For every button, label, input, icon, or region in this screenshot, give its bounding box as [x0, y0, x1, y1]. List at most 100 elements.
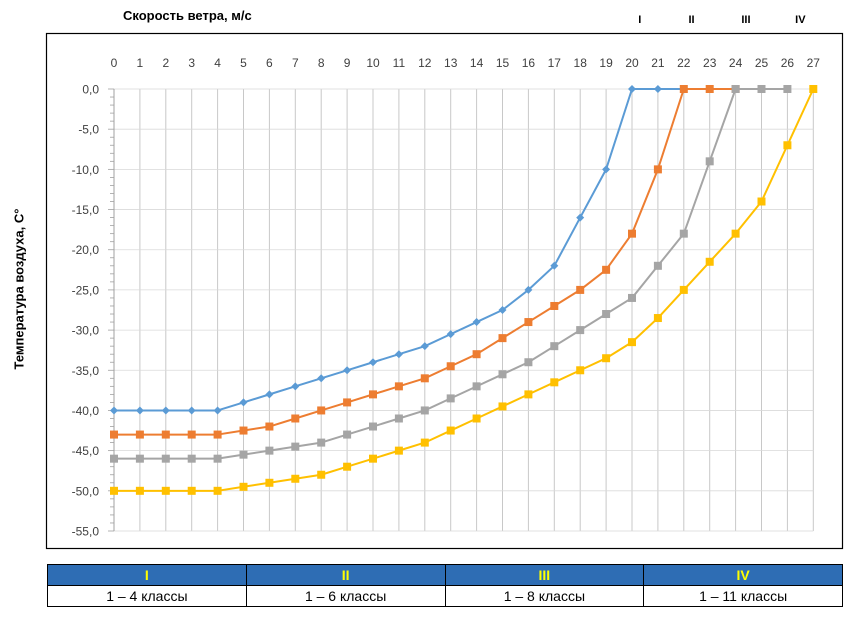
x-tick-label: 1: [137, 56, 144, 70]
series-4-point: [420, 438, 429, 447]
series-1-point: [628, 85, 636, 93]
x-tick-label: 18: [574, 56, 588, 70]
legend-value-i: 1 – 4 классы: [47, 585, 247, 607]
series-2-point: [317, 406, 326, 415]
series-1-point: [317, 374, 326, 383]
x-tick-label: 22: [677, 56, 691, 70]
series-1-point: [187, 406, 196, 415]
x-tick-label: 2: [162, 56, 169, 70]
y-tick-label: -55,0: [72, 525, 100, 539]
series-1-point: [239, 398, 248, 407]
series-3-point: [239, 450, 248, 459]
series-2-point: [291, 414, 300, 423]
y-tick-label: -20,0: [72, 243, 100, 257]
series-1-point: [602, 165, 611, 174]
series-2-point: [653, 165, 662, 174]
series-2-point: [265, 422, 274, 431]
series-4-point: [809, 85, 818, 93]
legend-header-iv: IV: [643, 564, 843, 586]
series-3-point: [110, 454, 118, 463]
series-3-point: [783, 85, 792, 93]
series-4-point: [135, 486, 144, 495]
series-2-point: [110, 430, 118, 439]
series-2-point: [239, 426, 248, 435]
series-1-point: [472, 318, 481, 327]
series-1-point: [291, 382, 300, 391]
y-tick-label: -15,0: [72, 203, 100, 217]
legend-header-row: I II III IV: [47, 564, 843, 586]
series-4-point: [317, 470, 326, 479]
y-tick-label: 0,0: [82, 83, 99, 97]
series-4-point: [213, 486, 222, 495]
series-3-point: [628, 293, 636, 302]
series-1-point: [446, 330, 455, 339]
series-3-point: [550, 342, 559, 351]
series-4-point: [550, 378, 559, 387]
legend-value-iii: 1 – 8 классы: [444, 585, 645, 607]
series-1-point: [653, 85, 662, 93]
series-1-point: [110, 406, 118, 415]
x-tick-label: 16: [522, 56, 536, 70]
series-1-point: [524, 285, 533, 294]
x-tick-label: 17: [548, 56, 562, 70]
legend-header-ii: II: [245, 564, 446, 586]
series-4-point: [705, 257, 714, 266]
series-3-point: [343, 430, 352, 439]
wind-temperature-chart: 0 1 2 3 4 5 6 7 8 9 10 11 12 13 14 15 16 17 18 19 20 21 22 23 24…: [45, 32, 844, 550]
series-3-point: [265, 446, 274, 455]
x-tick-label: 23: [703, 56, 717, 70]
x-tick-label: 8: [318, 56, 325, 70]
x-tick-label: 19: [599, 56, 613, 70]
series-2-point: [602, 265, 611, 274]
series-2-point: [498, 334, 507, 343]
series-2-point: [343, 398, 352, 407]
series-2-point: [161, 430, 170, 439]
series-4-point: [783, 141, 792, 150]
series-3-point: [394, 414, 403, 423]
series-3-point: [757, 85, 766, 93]
series-4-point: [239, 482, 248, 491]
y-tick-label: -50,0: [72, 484, 100, 498]
region-label-iv: IV: [795, 14, 806, 26]
series-3-point: [135, 454, 144, 463]
series-2-point: [576, 285, 585, 294]
x-tick-label: 0: [111, 56, 118, 70]
region-label-ii: II: [688, 14, 695, 26]
x-tick-label: 26: [781, 56, 795, 70]
series-1-point: [576, 213, 585, 222]
series-3-point: [161, 454, 170, 463]
region-label-i: I: [638, 14, 642, 26]
series-4-point: [110, 486, 118, 495]
series-1-point: [369, 358, 377, 367]
y-tick-label: -30,0: [72, 324, 100, 338]
series-1-point: [213, 406, 222, 415]
y-tick-label: -35,0: [72, 364, 100, 378]
series-4-point: [524, 390, 533, 399]
x-tick-label: 12: [418, 56, 432, 70]
x-tick-label: 11: [393, 56, 406, 70]
series-4-point: [472, 414, 481, 423]
series-4-point: [602, 354, 611, 363]
legend-header-iii: III: [444, 564, 645, 586]
x-tick-label: 21: [651, 56, 665, 70]
series-1-point: [420, 342, 429, 351]
x-tick-label: 6: [266, 56, 273, 70]
x-tick-label: 9: [344, 56, 351, 70]
series-3-point: [524, 358, 533, 367]
series-4-point: [265, 478, 274, 487]
chart-frame: [45, 32, 844, 550]
series-4-point: [369, 454, 377, 463]
series-2-point: [628, 229, 636, 238]
series-4-point: [394, 446, 403, 455]
series-3-point: [653, 261, 662, 270]
series-2-point: [524, 318, 533, 327]
series-4-point: [187, 486, 196, 495]
x-tick-label: 5: [240, 56, 247, 70]
series-4-point: [291, 474, 300, 483]
x-tick-label: 4: [214, 56, 221, 70]
series-3-point: [317, 438, 326, 447]
series-4-point: [731, 229, 740, 238]
series-2-point: [705, 85, 714, 93]
y-tick-label: -45,0: [72, 444, 100, 458]
series-2-point: [394, 382, 403, 391]
